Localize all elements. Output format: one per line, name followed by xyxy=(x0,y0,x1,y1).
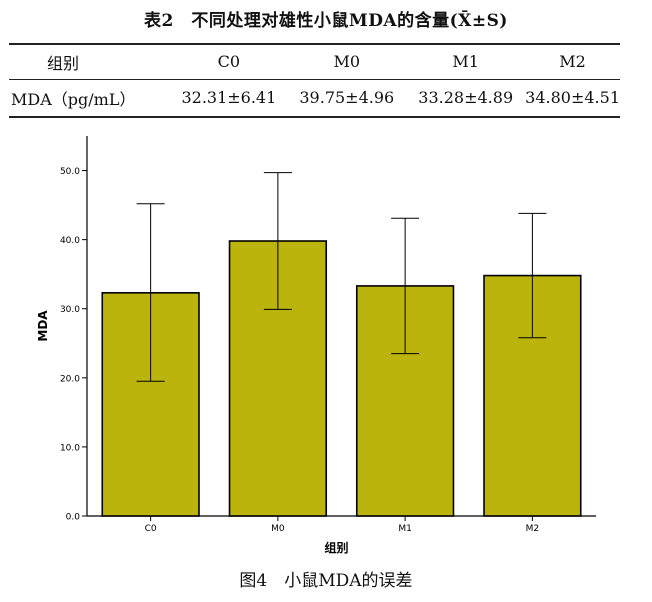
y-tick-label: 40.0 xyxy=(60,236,80,246)
y-tick-label: 30.0 xyxy=(60,305,80,315)
table-title: 表2 不同处理对雄性小鼠MDA的含量(X̄±S) xyxy=(144,11,508,31)
y-axis-ticks: 0.0 10.0 20.0 30.0 40.0 50.0 xyxy=(60,167,87,523)
bar-chart: 0.0 10.0 20.0 30.0 40.0 50.0 C0 M0 M1 M2 MDA 组别 xyxy=(36,136,596,555)
table-cell: MDA（pg/mL） xyxy=(9,79,171,118)
table-header-cell: C0 xyxy=(170,43,288,80)
table-cell: 32.31±6.41 xyxy=(170,79,288,118)
y-tick-label: 10.0 xyxy=(60,443,80,453)
y-tick-label: 0.0 xyxy=(66,513,81,523)
x-tick-label: M1 xyxy=(398,524,412,534)
table-header-cell: 组别 xyxy=(9,43,171,80)
table-header-cell: M1 xyxy=(406,43,526,80)
table-header-cell: M2 xyxy=(525,43,620,80)
table-row: MDA（pg/mL） 32.31±6.41 39.75±4.96 33.28±4… xyxy=(9,79,620,118)
y-tick-label: 50.0 xyxy=(60,167,80,177)
data-table: 组别 C0 M0 M1 M2 MDA（pg/mL） 32.31±6.41 39.… xyxy=(9,43,620,118)
bar-series xyxy=(101,172,582,517)
y-axis-label: MDA xyxy=(36,310,50,342)
x-tick-label: M2 xyxy=(526,524,540,534)
table-cell: 34.80±4.51 xyxy=(525,79,620,118)
table-header-row: 组别 C0 M0 M1 M2 xyxy=(9,43,620,80)
y-tick-label: 20.0 xyxy=(60,374,80,384)
figure-caption: 图4 小鼠MDA的误差 xyxy=(239,571,413,591)
x-axis-ticks: C0 M0 M1 M2 xyxy=(145,516,540,534)
x-tick-label: C0 xyxy=(145,524,157,534)
table-cell: 33.28±4.89 xyxy=(406,79,526,118)
x-axis-label: 组别 xyxy=(324,540,348,555)
x-tick-label: M0 xyxy=(271,524,285,534)
table-cell: 39.75±4.96 xyxy=(287,79,407,118)
table-header-cell: M0 xyxy=(287,43,407,80)
